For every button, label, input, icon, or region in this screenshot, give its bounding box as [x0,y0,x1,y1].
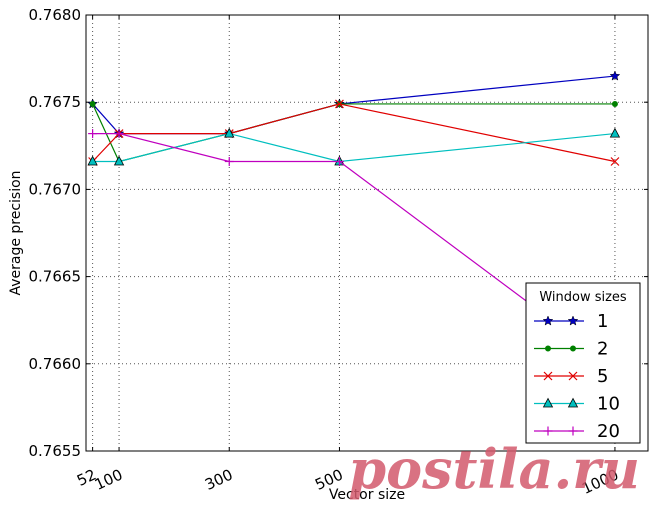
legend-marker [567,397,579,408]
legend-marker [542,315,554,326]
legend-marker [545,345,551,352]
dot-marker [89,100,96,107]
triangle-marker [542,397,554,408]
x-marker-stroke [610,157,620,166]
star-marker [609,70,621,81]
legend-label: 20 [597,421,620,442]
series-layer [87,70,621,372]
triangle-marker [113,155,125,166]
legend-label: 5 [597,366,608,387]
x-marker-stroke [568,371,578,381]
legend-entries: 1 2 5 10 20 [534,311,620,442]
grid [86,15,648,451]
y-tick-label: 0.7675 [29,93,82,111]
data-point [335,99,344,109]
y-tick-label: 0.7670 [29,180,82,198]
x-marker-stroke [335,99,344,109]
legend-label: 2 [597,339,608,360]
x-marker-stroke [543,371,553,381]
data-point [609,70,621,81]
data-point [87,155,98,166]
legend-label: 1 [597,311,608,332]
y-tick-label: 0.7680 [29,6,82,24]
dot-marker [611,100,618,107]
triangle-marker [224,127,235,138]
data-point [89,100,96,107]
series-clip-group [87,70,621,372]
legend-marker [543,426,553,436]
legend-entry-1: 1 [534,311,608,332]
legend-marker [570,345,576,352]
legend-entry-5: 5 [534,366,608,387]
data-point [609,127,621,138]
data-point [88,129,98,139]
legend-label: 10 [597,394,620,415]
legend-entry-2: 2 [534,339,608,360]
dot-marker [570,345,576,352]
legend-marker [568,371,578,381]
legend-marker [568,426,578,436]
data-point [113,155,125,166]
triangle-marker [87,155,98,166]
legend-entry-20: 20 [534,421,620,442]
legend-entry-10: 10 [534,394,620,415]
triangle-marker [609,127,621,138]
data-point [224,156,234,166]
y-axis-ticks: 0.7655 0.7660 0.7665 0.7670 0.7675 0.7680 [29,6,648,460]
legend-marker [567,315,579,326]
data-point [114,129,124,139]
legend-marker [543,371,553,381]
legend-title: Window sizes [539,290,627,305]
y-tick-label: 0.7665 [29,268,82,286]
y-axis-title: Average precision [8,170,24,295]
legend-box [525,282,641,444]
legend: Window sizes 1 2 5 10 20 [525,282,641,444]
plot-frame [85,14,649,452]
dot-marker [545,345,551,352]
legend-marker [542,397,554,408]
y-tick-label: 0.7660 [29,355,82,373]
data-point [224,127,235,138]
x-axis-title: Vector size [329,487,405,503]
data-point [610,157,620,166]
y-tick-label: 0.7655 [29,442,82,460]
data-point [611,100,618,107]
triangle-marker [567,397,579,408]
watermark-text: postila.ru [348,437,640,501]
star-marker [567,315,579,326]
star-marker [542,315,554,326]
data-point [334,156,344,166]
